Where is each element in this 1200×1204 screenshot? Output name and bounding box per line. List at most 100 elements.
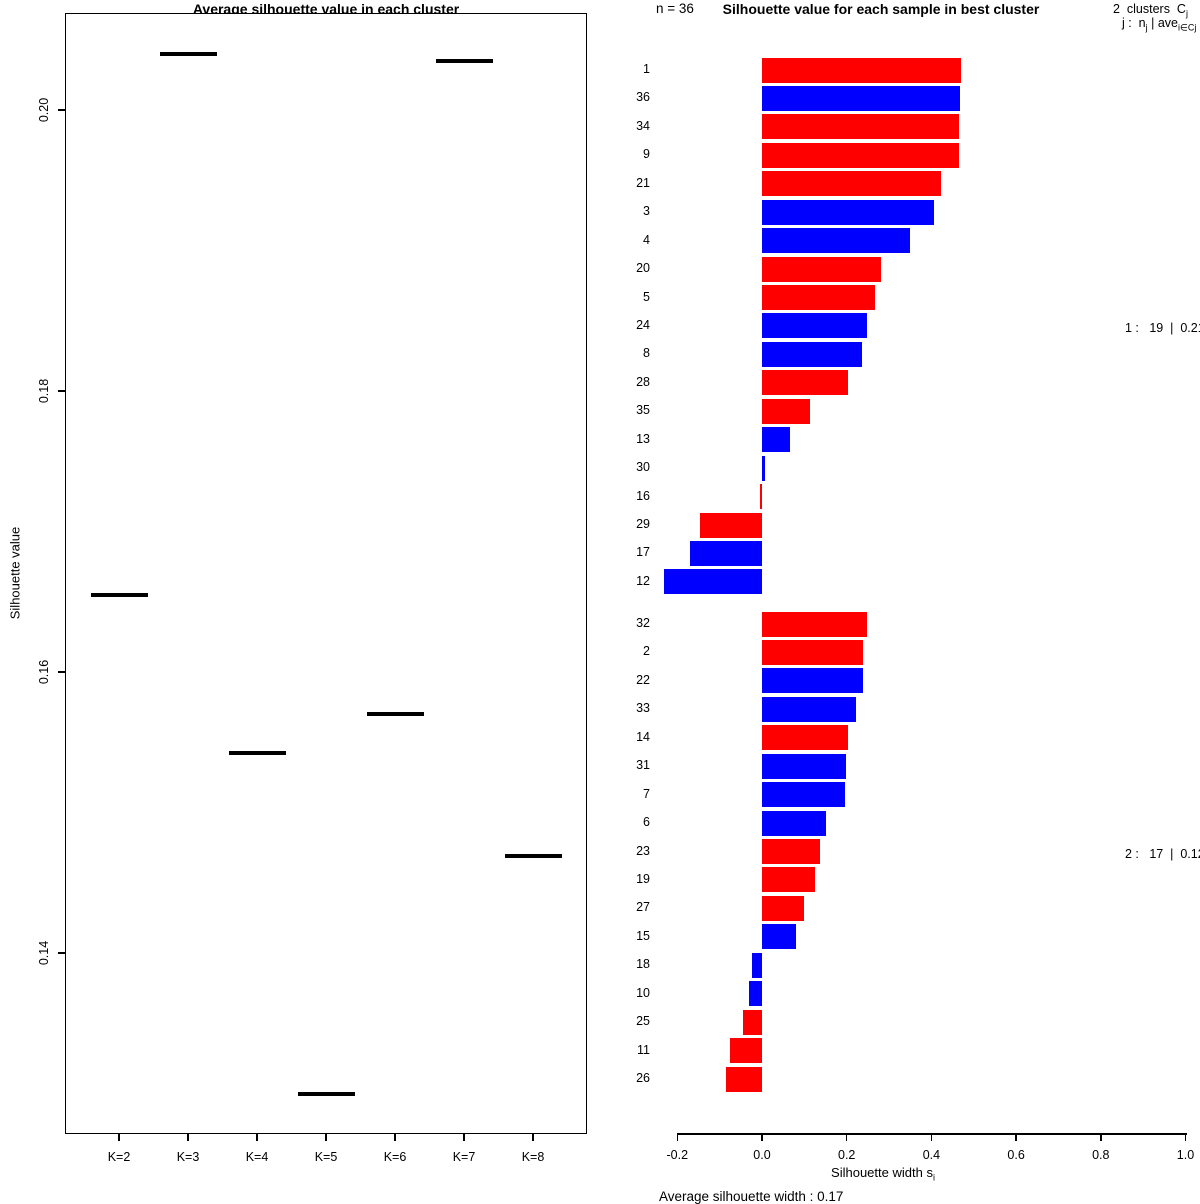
left-plot-box (65, 13, 587, 1134)
right-x-tickmark (1015, 1133, 1017, 1141)
right-x-tickmark (930, 1133, 933, 1141)
silhouette-bar (762, 427, 790, 453)
sample-id-label: 2 (643, 644, 650, 659)
left-y-tick-label: 0.16 (37, 659, 51, 685)
left-y-tick-label: 0.14 (37, 940, 51, 966)
right-chart-title: Silhouette value for each sample in best… (722, 1, 1040, 17)
sample-count-label: n = 36 (656, 1, 694, 16)
sample-id-label: 34 (636, 118, 650, 133)
sample-id-label: 5 (643, 289, 650, 304)
right-x-tick-label: 0.8 (1092, 1148, 1110, 1162)
sample-id-label: 23 (636, 843, 650, 858)
sample-id-label: 4 (643, 232, 650, 247)
silhouette-bar (762, 398, 811, 424)
silhouette-bar (663, 569, 762, 595)
left-x-tickmark (187, 1134, 189, 1141)
left-x-tick-label: K=4 (245, 1150, 269, 1164)
sample-id-label: 26 (636, 1071, 650, 1086)
right-x-axis-label: Silhouette width si (831, 1165, 935, 1183)
right-x-tick-label: 0.6 (1007, 1148, 1025, 1162)
silhouette-bar (762, 142, 959, 168)
avg-silhouette-chart: Average silhouette value in each cluster… (0, 0, 600, 1200)
left-x-tick-label: K=3 (176, 1150, 200, 1164)
subscript-text: i (932, 1172, 935, 1183)
text-segment: Silhouette width s (831, 1165, 933, 1180)
left-x-tick-label: K=8 (521, 1150, 545, 1164)
silhouette-bar (762, 611, 868, 637)
subscript-text: j (1145, 22, 1148, 33)
silhouette-bar (762, 455, 765, 481)
right-x-tick-label: 0.2 (837, 1148, 856, 1162)
sample-id-label: 8 (643, 346, 650, 361)
silhouette-bar (762, 228, 911, 254)
silhouette-bar (762, 839, 821, 865)
silhouette-bar (759, 484, 762, 510)
text-segment: s (1196, 16, 1200, 30)
silhouette-bar (690, 540, 762, 566)
avg-silhouette-marker (297, 1091, 355, 1096)
sample-id-label: 27 (636, 900, 650, 915)
sample-id-label: 19 (636, 871, 650, 886)
left-x-tickmark (463, 1134, 465, 1141)
left-y-tickmark (58, 952, 65, 954)
silhouette-bar (762, 341, 862, 367)
left-x-tickmark (532, 1134, 534, 1141)
subscript-text: i∈Cj (1177, 22, 1197, 33)
sample-id-label: 25 (636, 1014, 650, 1029)
avg-silhouette-marker (504, 854, 562, 859)
silhouette-bar (762, 57, 962, 83)
left-x-tick-label: K=2 (107, 1150, 131, 1164)
left-x-tick-label: K=6 (383, 1150, 407, 1164)
text-segment: | ave (1147, 16, 1178, 30)
clusters-legend-line1: 2 clusters Cj (1113, 2, 1188, 19)
silhouette-bar (762, 313, 868, 339)
silhouette-bar (762, 924, 796, 950)
sample-id-label: 11 (637, 1042, 650, 1057)
right-x-tickmark (845, 1133, 848, 1141)
sample-id-label: 13 (636, 431, 650, 446)
sample-id-label: 24 (636, 317, 650, 332)
subscript-text: j (1185, 8, 1188, 19)
avg-silhouette-marker (435, 58, 493, 63)
text-segment: 2 clusters C (1113, 2, 1186, 16)
silhouette-bar (762, 285, 876, 311)
sample-id-label: 18 (636, 957, 650, 972)
sample-id-label: 16 (636, 488, 650, 503)
silhouette-bar (762, 725, 848, 751)
average-width-footer: Average silhouette width : 0.17 (659, 1189, 844, 1204)
sample-id-label: 17 (636, 545, 650, 560)
right-x-tickmark (1100, 1133, 1102, 1141)
text-segment: j : n (1122, 16, 1146, 30)
silhouette-bar (762, 753, 846, 779)
left-y-tick-label: 0.18 (37, 378, 51, 404)
sample-id-label: 33 (636, 701, 650, 716)
silhouette-bar (762, 696, 857, 722)
left-y-tickmark (58, 671, 65, 673)
cluster-1-summary: 1 : 19 | 0.21 (1125, 321, 1200, 335)
left-y-tick-label: 0.20 (37, 97, 51, 123)
left-y-axis-label: Silhouette value (7, 526, 23, 620)
sample-id-label: 36 (636, 90, 650, 105)
sample-id-label: 1 (643, 62, 650, 76)
sample-id-label: 14 (636, 729, 650, 744)
silhouette-bar (699, 512, 762, 538)
silhouette-bar (749, 981, 762, 1007)
sample-id-label: 30 (636, 460, 650, 475)
sample-id-label: 21 (636, 175, 650, 190)
left-x-tick-label: K=5 (314, 1150, 338, 1164)
cluster-2-summary: 2 : 17 | 0.12 (1125, 847, 1200, 861)
sample-id-label: 35 (636, 403, 650, 418)
right-x-tick-label: -0.2 (666, 1148, 689, 1162)
silhouette-bar (729, 1038, 762, 1064)
silhouette-bar (743, 1009, 762, 1035)
sample-id-label: 15 (636, 928, 650, 943)
sample-id-label: 31 (636, 758, 650, 773)
right-x-tickmark (1184, 1133, 1187, 1141)
sample-id-label: 7 (643, 786, 650, 801)
sample-id-label: 12 (636, 573, 650, 588)
silhouette-bar (762, 639, 863, 665)
silhouette-bar (726, 1066, 762, 1092)
sample-id-label: 3 (643, 204, 650, 219)
silhouette-bar (762, 668, 864, 694)
